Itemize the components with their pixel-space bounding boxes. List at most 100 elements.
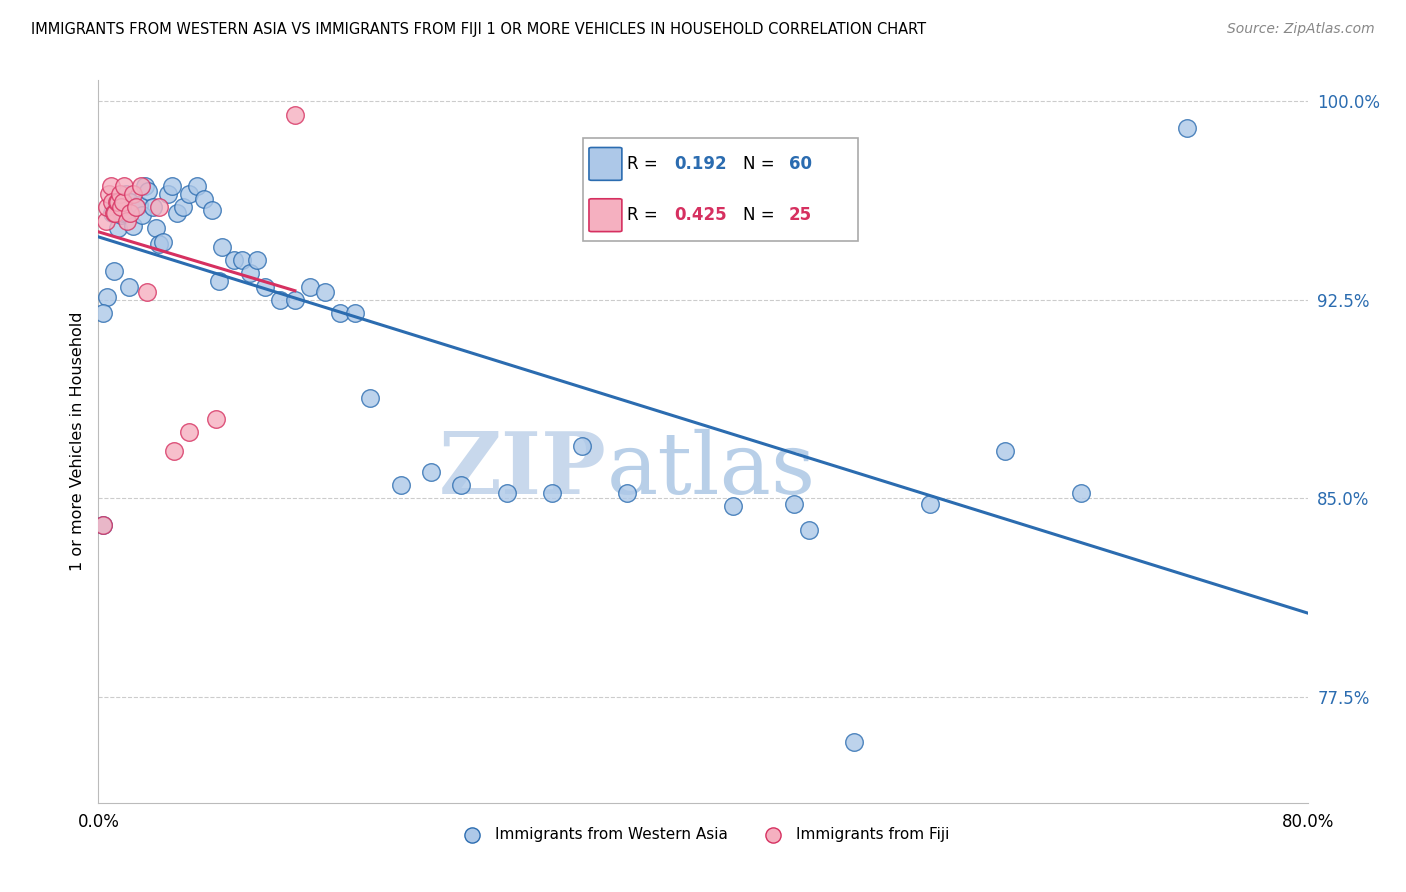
Point bbox=[122, 187, 145, 202]
Point bbox=[129, 179, 152, 194]
Point bbox=[91, 517, 114, 532]
Point bbox=[107, 194, 129, 209]
Point bbox=[284, 293, 307, 307]
Text: Source: ZipAtlas.com: Source: ZipAtlas.com bbox=[1227, 22, 1375, 37]
Point bbox=[166, 205, 188, 219]
Text: IMMIGRANTS FROM WESTERN ASIA VS IMMIGRANTS FROM FIJI 1 OR MORE VEHICLES IN HOUSE: IMMIGRANTS FROM WESTERN ASIA VS IMMIGRAN… bbox=[31, 22, 927, 37]
Point bbox=[145, 221, 167, 235]
Point bbox=[91, 517, 114, 532]
Point bbox=[179, 425, 201, 440]
Point bbox=[163, 443, 186, 458]
Point bbox=[186, 179, 208, 194]
Text: 25: 25 bbox=[789, 206, 813, 224]
FancyBboxPatch shape bbox=[589, 199, 621, 232]
Point bbox=[100, 179, 122, 194]
Point bbox=[208, 274, 231, 288]
Point bbox=[108, 187, 131, 202]
Point bbox=[246, 253, 269, 268]
Y-axis label: 1 or more Vehicles in Household: 1 or more Vehicles in Household bbox=[69, 312, 84, 571]
Point bbox=[91, 306, 114, 320]
Text: atlas: atlas bbox=[606, 429, 815, 512]
Point bbox=[1070, 486, 1092, 500]
Point bbox=[616, 486, 638, 500]
Point bbox=[224, 253, 246, 268]
Point bbox=[94, 213, 117, 227]
Point bbox=[118, 279, 141, 293]
Point bbox=[111, 194, 134, 209]
Point bbox=[193, 193, 215, 207]
Point bbox=[420, 465, 443, 479]
Text: N =: N = bbox=[742, 155, 779, 173]
Point bbox=[136, 185, 159, 199]
Point bbox=[253, 279, 276, 293]
Point bbox=[797, 523, 820, 537]
Point bbox=[783, 497, 806, 511]
Point bbox=[201, 202, 224, 217]
Point bbox=[115, 213, 138, 227]
Point bbox=[284, 108, 307, 122]
Point bbox=[918, 497, 941, 511]
Point bbox=[148, 200, 170, 214]
Text: R =: R = bbox=[627, 206, 664, 224]
Point bbox=[389, 478, 412, 492]
Point bbox=[110, 200, 132, 214]
Point bbox=[994, 443, 1017, 458]
Point bbox=[314, 285, 336, 299]
Point bbox=[104, 200, 127, 214]
Point bbox=[239, 267, 262, 281]
Point bbox=[101, 205, 124, 219]
Point bbox=[179, 187, 201, 202]
Point bbox=[115, 205, 138, 219]
Point bbox=[107, 221, 129, 235]
Point bbox=[101, 194, 124, 209]
Point bbox=[104, 205, 127, 219]
Point bbox=[110, 208, 132, 222]
Text: N =: N = bbox=[742, 206, 779, 224]
Point bbox=[103, 264, 125, 278]
Point bbox=[156, 187, 179, 202]
Point bbox=[148, 237, 170, 252]
Point bbox=[344, 306, 367, 320]
Point bbox=[299, 279, 322, 293]
Point bbox=[231, 253, 253, 268]
Point bbox=[105, 194, 128, 209]
Point bbox=[162, 179, 184, 194]
Point bbox=[111, 205, 134, 219]
Text: R =: R = bbox=[627, 155, 664, 173]
Text: 0.192: 0.192 bbox=[673, 155, 727, 173]
Point bbox=[142, 200, 165, 214]
Point bbox=[103, 205, 125, 219]
Point bbox=[128, 197, 150, 211]
Text: ZIP: ZIP bbox=[439, 428, 606, 512]
Point bbox=[269, 293, 291, 307]
Point bbox=[114, 187, 136, 202]
Point bbox=[131, 208, 153, 222]
Point bbox=[125, 200, 148, 214]
Point bbox=[98, 187, 121, 202]
Point bbox=[1175, 120, 1198, 135]
Text: 0.425: 0.425 bbox=[673, 206, 727, 224]
Point bbox=[495, 486, 517, 500]
Point bbox=[96, 200, 118, 214]
Point bbox=[134, 179, 156, 194]
Point bbox=[329, 306, 352, 320]
Point bbox=[205, 412, 228, 426]
Point bbox=[360, 391, 382, 405]
Point bbox=[120, 194, 142, 209]
Point bbox=[152, 235, 174, 249]
Legend: Immigrants from Western Asia, Immigrants from Fiji: Immigrants from Western Asia, Immigrants… bbox=[457, 827, 949, 842]
Point bbox=[844, 735, 866, 749]
FancyBboxPatch shape bbox=[589, 147, 621, 180]
Point bbox=[96, 290, 118, 304]
Point bbox=[172, 200, 194, 214]
Point bbox=[120, 205, 142, 219]
Point bbox=[125, 200, 148, 214]
Point bbox=[571, 438, 593, 452]
Text: 60: 60 bbox=[789, 155, 813, 173]
Point bbox=[723, 500, 745, 514]
Point bbox=[211, 240, 233, 254]
Point bbox=[122, 219, 145, 233]
Point bbox=[135, 285, 157, 299]
Point bbox=[450, 478, 472, 492]
Point bbox=[112, 179, 135, 194]
